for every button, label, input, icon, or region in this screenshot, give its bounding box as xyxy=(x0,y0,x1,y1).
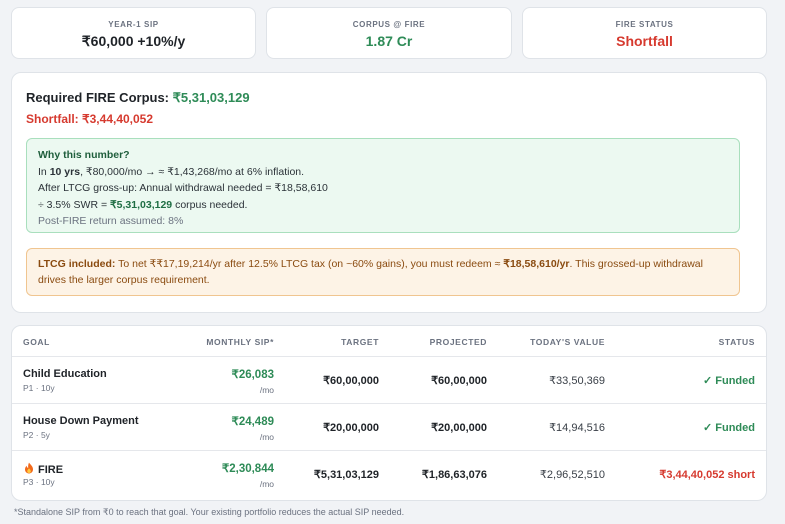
shortfall-value: ₹3,44,40,052 xyxy=(82,112,154,126)
per-month: /mo xyxy=(259,479,274,489)
stat-label: FIRE STATUS xyxy=(615,20,674,29)
per-month: /mo xyxy=(259,385,274,395)
ltcg-text: . This grossed-up withdrawal drives the … xyxy=(38,258,703,286)
shortfall-label: Shortfall: xyxy=(26,112,82,126)
ltcg-title: LTCG included: xyxy=(38,258,116,270)
table-row[interactable]: FIRE P3 · 10y ₹2,30,844 /mo ₹5,31,03,129… xyxy=(12,451,766,498)
stat-card-fire-status: FIRE STATUS Shortfall xyxy=(522,7,767,59)
target-value: ₹60,00,000 xyxy=(323,375,379,387)
fire-icon xyxy=(25,462,33,474)
required-corpus-label: Required FIRE Corpus: xyxy=(26,90,173,105)
goal-name-text: FIRE xyxy=(38,464,64,476)
why-line-1: In 10 yrs, ₹80,000/mo → ≈ ₹1,43,268/mo a… xyxy=(38,164,728,181)
table-row[interactable]: House Down Payment P2 · 5y ₹24,489 /mo ₹… xyxy=(12,404,766,451)
stat-label: YEAR-1 SIP xyxy=(108,20,159,29)
why-years: 10 yrs xyxy=(49,165,81,178)
table-header: GOAL MONTHLY SIP* TARGET PROJECTED TODAY… xyxy=(12,326,766,357)
col-monthly-sip: MONTHLY SIP* xyxy=(206,337,274,347)
ltcg-info-box: LTCG included: To net ₹₹17,19,214/yr aft… xyxy=(26,248,740,296)
stat-value: Shortfall xyxy=(616,33,673,49)
status-badge: ✓ Funded xyxy=(703,422,755,434)
why-line-2: After LTCG gross-up: Annual withdrawal n… xyxy=(38,182,328,194)
col-goal: GOAL xyxy=(23,337,50,347)
ltcg-redeem: ₹18,58,610/yr xyxy=(503,258,570,270)
why-text: , ₹80,000/mo → ≈ ₹1,43,268/mo at 6% infl… xyxy=(80,165,305,178)
stat-value: 1.87 Cr xyxy=(365,33,413,49)
monthly-sip: ₹24,489 xyxy=(231,416,275,428)
col-target: TARGET xyxy=(341,337,379,347)
stat-value: ₹60,000 +10%/y xyxy=(81,33,186,49)
stat-label: CORPUS @ FIRE xyxy=(352,20,426,29)
why-line-3: ÷ 3.5% SWR = ₹5,31,03,129 corpus needed. xyxy=(38,197,728,214)
why-line-4: Post-FIRE return assumed: 8% xyxy=(38,215,184,227)
col-projected: PROJECTED xyxy=(429,337,487,347)
goal-name: Child Education xyxy=(23,368,107,380)
why-text: ÷ 3.5% SWR = xyxy=(38,198,110,211)
why-text: In xyxy=(38,165,50,178)
col-status: STATUS xyxy=(718,337,755,347)
todays-value: ₹33,50,369 xyxy=(549,375,605,387)
target-value: ₹5,31,03,129 xyxy=(313,469,379,481)
table-row[interactable]: Child Education P1 · 10y ₹26,083 /mo ₹60… xyxy=(12,357,766,404)
col-todays-value: TODAY'S VALUE xyxy=(530,337,605,347)
required-corpus-value: ₹5,31,03,129 xyxy=(172,90,250,105)
status-badge: ₹3,44,40,052 short xyxy=(659,469,755,481)
footnote: *Standalone SIP from ₹0 to reach that go… xyxy=(14,507,405,517)
shortfall: Shortfall: ₹3,44,40,052 xyxy=(26,112,153,126)
monthly-sip: ₹26,083 xyxy=(231,369,275,381)
stat-card-corpus: CORPUS @ FIRE 1.87 Cr xyxy=(266,7,512,59)
why-text: corpus needed. xyxy=(172,198,248,211)
projected-value: ₹20,00,000 xyxy=(431,422,487,434)
status-badge: ✓ Funded xyxy=(703,375,755,387)
goal-name-fire: FIRE xyxy=(23,462,63,476)
target-value: ₹20,00,000 xyxy=(323,422,379,434)
goals-table: GOAL MONTHLY SIP* TARGET PROJECTED TODAY… xyxy=(11,325,767,501)
todays-value: ₹2,96,52,510 xyxy=(539,469,605,481)
goal-meta: P2 · 5y xyxy=(23,430,50,440)
required-corpus: Required FIRE Corpus: ₹5,31,03,129 xyxy=(26,90,250,106)
ltcg-text: To net ₹₹17,19,214/yr after 12.5% LTCG t… xyxy=(115,258,504,270)
todays-value: ₹14,94,516 xyxy=(549,422,605,434)
monthly-sip: ₹2,30,844 xyxy=(221,463,274,475)
why-title: Why this number? xyxy=(38,149,130,161)
projected-value: ₹1,86,63,076 xyxy=(421,469,487,481)
stat-card-sip: YEAR-1 SIP ₹60,000 +10%/y xyxy=(11,7,256,59)
goal-name: House Down Payment xyxy=(23,415,139,427)
why-corpus: ₹5,31,03,129 xyxy=(110,198,173,211)
per-month: /mo xyxy=(259,432,274,442)
goal-meta: P3 · 10y xyxy=(23,477,55,487)
goal-meta: P1 · 10y xyxy=(23,383,55,393)
projected-value: ₹60,00,000 xyxy=(431,375,487,387)
why-this-number-box: Why this number? In 10 yrs, ₹80,000/mo →… xyxy=(26,138,740,233)
